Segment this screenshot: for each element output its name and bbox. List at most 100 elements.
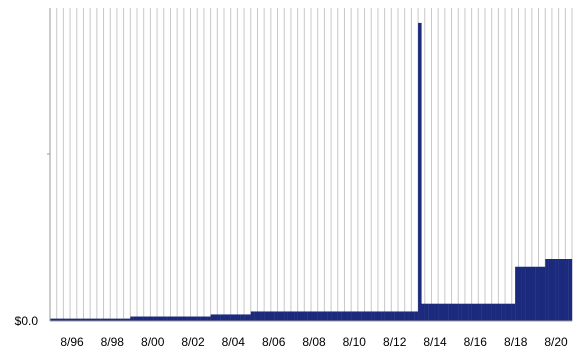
bar	[96, 318, 101, 321]
bar	[207, 316, 211, 321]
x-tick-label: 8/10	[343, 335, 367, 349]
bar	[341, 311, 345, 321]
bar	[297, 311, 302, 321]
bar	[157, 316, 161, 321]
bar	[314, 311, 318, 321]
bar	[66, 318, 71, 321]
bar	[183, 316, 188, 321]
bar	[277, 311, 282, 321]
bar	[163, 316, 168, 321]
bar	[200, 316, 205, 321]
bar	[411, 311, 415, 321]
bar	[438, 303, 442, 321]
bar	[150, 316, 154, 321]
bar	[398, 311, 402, 321]
bar	[50, 318, 54, 321]
bar	[217, 314, 221, 321]
bar	[324, 311, 328, 321]
bar	[471, 303, 476, 321]
bar	[424, 303, 429, 321]
bar	[100, 318, 104, 321]
bar	[120, 318, 124, 321]
bar	[367, 311, 372, 321]
bar	[377, 311, 382, 321]
bar	[90, 318, 94, 321]
bar	[381, 311, 385, 321]
bar	[300, 311, 305, 321]
bar	[133, 316, 138, 321]
bar	[220, 314, 225, 321]
bar	[80, 318, 84, 321]
bar	[481, 303, 486, 321]
bar	[488, 303, 492, 321]
bar	[244, 314, 248, 321]
bar	[511, 303, 516, 321]
bar	[551, 259, 556, 321]
bar	[147, 316, 151, 321]
x-tick-label: 8/14	[423, 335, 447, 349]
bar	[160, 316, 164, 321]
bar	[190, 316, 195, 321]
bar	[187, 316, 191, 321]
bar	[474, 303, 479, 321]
bar	[224, 314, 228, 321]
bar	[558, 259, 563, 321]
bar	[213, 314, 218, 321]
bar	[491, 303, 496, 321]
bar	[531, 266, 536, 321]
bar	[257, 311, 261, 321]
bar	[485, 303, 489, 321]
bar	[193, 316, 198, 321]
bar	[143, 316, 148, 321]
bar	[528, 266, 532, 321]
bar	[234, 314, 238, 321]
bar	[431, 303, 435, 321]
bar	[448, 303, 452, 321]
x-tick-label: 8/04	[222, 335, 246, 349]
bar	[270, 311, 275, 321]
bar	[525, 266, 529, 321]
bar	[561, 259, 566, 321]
bar	[518, 266, 522, 321]
x-tick-label: 8/08	[302, 335, 326, 349]
bar	[311, 311, 315, 321]
bar	[495, 303, 499, 321]
bar	[153, 316, 158, 321]
vertical-grid	[49, 8, 573, 321]
bar	[321, 311, 325, 321]
bar	[498, 303, 502, 321]
bar	[203, 316, 208, 321]
x-tick-label: 8/06	[262, 335, 286, 349]
bar	[364, 311, 369, 321]
x-tick-label: 8/20	[544, 335, 568, 349]
bar	[274, 311, 278, 321]
bar	[331, 311, 335, 321]
bar	[444, 303, 449, 321]
bar	[287, 311, 292, 321]
bar	[434, 303, 439, 321]
bar	[106, 318, 111, 321]
bar	[70, 318, 74, 321]
bar	[210, 314, 215, 321]
bar	[401, 311, 405, 321]
bar	[126, 318, 131, 321]
bar	[267, 311, 271, 321]
bar	[294, 311, 298, 321]
bar	[167, 316, 171, 321]
bar	[354, 311, 358, 321]
bar	[538, 266, 543, 321]
bar	[63, 318, 67, 321]
bar	[237, 314, 241, 321]
bar	[327, 311, 332, 321]
bar	[441, 303, 445, 321]
bar	[227, 314, 231, 321]
x-tick-label: 8/98	[101, 335, 125, 349]
bar	[86, 318, 91, 321]
bar	[428, 303, 432, 321]
bar	[404, 311, 409, 321]
x-tick-label: 8/96	[60, 335, 84, 349]
bar	[113, 318, 118, 321]
bar	[541, 266, 546, 321]
bar	[344, 311, 348, 321]
